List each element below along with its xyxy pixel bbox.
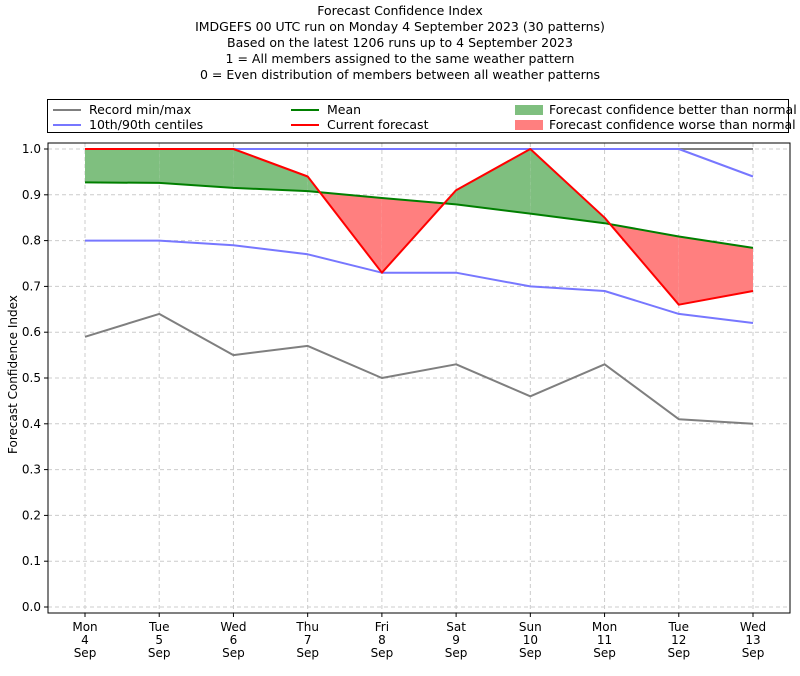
fill-better-than-normal [85,149,160,183]
legend-swatch-centiles [53,123,81,126]
x-tick-label: 12 [671,633,686,647]
legend-label-better: Forecast confidence better than normal [549,102,797,117]
legend-swatch-record [53,108,81,111]
x-tick-label: Wed [740,620,766,634]
x-tick-label: 4 [81,633,89,647]
x-tick-label: Sep [667,646,690,660]
y-tick-label: 0.3 [22,463,41,477]
legend-item-mean: Mean [291,102,361,117]
x-tick-label: 13 [745,633,760,647]
series-mean [84,181,754,249]
legend-label-worse: Forecast confidence worse than normal [549,117,796,132]
x-tick-label: Mon [72,620,97,634]
fill-better-than-normal [159,149,234,188]
y-tick-label: 1.0 [22,142,41,156]
y-tick-label: 0.2 [22,508,41,522]
x-tick-label: Mon [592,620,617,634]
x-tick-label: Sat [446,620,466,634]
y-tick-label: 0.0 [22,600,41,614]
chart-title-block: Forecast Confidence Index IMDGEFS 00 UTC… [0,3,800,83]
x-tick-label: Tue [668,620,690,634]
x-tick-label: 8 [378,633,386,647]
x-tick-label: Sep [74,646,97,660]
x-tick-label: 5 [155,633,163,647]
legend-item-current: Current forecast [291,117,428,132]
legend-label-centiles: 10th/90th centiles [89,117,204,132]
fill-better-than-normal [530,149,605,224]
fill-worse-than-normal [678,236,753,305]
x-tick-label: Wed [220,620,246,634]
y-tick-label: 0.5 [22,371,41,385]
y-tick-label: 0.1 [22,554,41,568]
x-tick-label: 10 [523,633,538,647]
legend-swatch-better [515,104,543,115]
chart-subtitle-zero-meaning: 0 = Even distribution of members between… [199,67,601,82]
x-tick-label: Fri [375,620,389,634]
x-tick-label: Sep [296,646,319,660]
chart-subtitle-run: IMDGEFS 00 UTC run on Monday 4 September… [195,19,605,34]
x-tick-label: Thu [295,620,319,634]
legend-swatch-current [291,123,319,126]
chart-title: Forecast Confidence Index [317,3,483,18]
legend-swatch-worse [515,119,543,130]
x-tick-label: 7 [304,633,312,647]
chart-subtitle-based-on: Based on the latest 1206 runs up to 4 Se… [227,35,573,50]
x-tick-label: Sep [371,646,394,660]
fill-better-than-normal [456,149,531,214]
series-current-forecast [85,148,754,306]
legend-item-record: Record min/max [53,102,191,117]
y-tick-label: 0.4 [22,417,41,431]
x-tick-label: Sep [148,646,171,660]
chart-subtitle-one-meaning: 1 = All members assigned to the same wea… [225,51,575,66]
x-tick-label: 9 [452,633,460,647]
legend-item-centiles: 10th/90th centiles [53,117,203,132]
series-10th-centile [85,239,754,324]
y-tick-label: 0.6 [22,325,41,339]
fill-better-than-normal [233,149,308,192]
x-tick-label: 6 [230,633,238,647]
legend-label-current: Current forecast [327,117,429,132]
x-tick-label: Sun [519,620,542,634]
x-tick-label: 11 [597,633,612,647]
legend-swatch-mean [291,108,319,111]
x-tick-label: Sep [593,646,616,660]
x-tick-label: Sep [519,646,542,660]
legend: Record min/max 10th/90th centiles Mean C… [47,99,797,133]
y-ticks: 0.0 0.1 0.2 0.3 0.4 0.5 0.6 0.7 0.8 0.9 1.0 [22,142,48,614]
confidence-fills [85,149,753,305]
series-lines [84,148,754,425]
legend-item-worse: Forecast confidence worse than normal [515,117,796,132]
x-tick-label: Sep [222,646,245,660]
legend-label-record: Record min/max [89,102,192,117]
y-tick-label: 0.7 [22,279,41,293]
x-tick-label: Sep [445,646,468,660]
y-tick-label: 0.9 [22,188,41,202]
x-ticks: Mon4SepTue5SepWed6SepThu7SepFri8SepSat9S… [72,613,766,660]
x-tick-label: Sep [742,646,765,660]
y-tick-label: 0.8 [22,234,41,248]
legend-label-mean: Mean [327,102,362,117]
series-record-min [84,312,754,425]
x-tick-label: Tue [148,620,170,634]
legend-item-better: Forecast confidence better than normal [515,102,797,117]
